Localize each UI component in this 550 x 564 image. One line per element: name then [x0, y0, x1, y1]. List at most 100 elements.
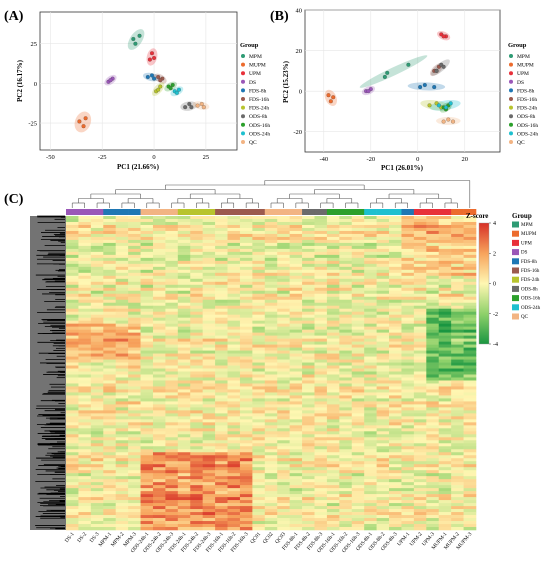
heatmap-cell	[215, 383, 228, 387]
heatmap-cell	[451, 239, 464, 244]
heatmap-cell	[115, 359, 129, 363]
heatmap-cell	[78, 485, 92, 489]
heatmap-cell	[277, 440, 290, 444]
heatmap-cell	[103, 524, 116, 528]
heatmap-cell	[463, 494, 477, 498]
heatmap-cell	[302, 245, 315, 250]
heatmap-cell	[140, 428, 154, 432]
heatmap-cell	[202, 470, 216, 474]
heatmap-cell	[177, 500, 191, 504]
heatmap-cell	[90, 218, 104, 223]
heatmap-cell	[165, 365, 179, 369]
heatmap-cell	[252, 216, 266, 220]
heatmap-cell	[389, 216, 402, 220]
heatmap-cell	[177, 389, 191, 393]
heatmap-cell	[78, 281, 92, 286]
heatmap-cell	[264, 344, 278, 348]
heatmap-cell	[128, 365, 141, 369]
heatmap-cell	[314, 461, 328, 465]
heatmap-cell	[289, 419, 303, 423]
heatmap-cell	[426, 473, 440, 477]
heatmap-cell	[227, 467, 241, 471]
heatmap-cell	[451, 386, 464, 390]
heatmap-cell	[152, 485, 166, 489]
heatmap-cell	[66, 404, 79, 408]
heatmap-cell	[302, 521, 315, 525]
heatmap-cell	[438, 494, 452, 498]
heatmap-cell	[389, 278, 402, 283]
scatter-point-fds-24h	[156, 87, 161, 92]
heatmap-cell	[451, 407, 464, 411]
heatmap-cell	[252, 299, 266, 304]
heatmap-cell	[202, 275, 216, 280]
heatmap-cell	[202, 416, 216, 420]
heatmap-cell	[302, 248, 315, 253]
heatmap-cell	[140, 221, 154, 226]
heatmap-cell	[364, 527, 377, 531]
heatmap-cell	[451, 317, 464, 321]
heatmap-cell	[215, 428, 228, 432]
heatmap-cell	[103, 497, 116, 501]
heatmap-cell	[227, 392, 241, 396]
heatmap-cell	[339, 509, 353, 513]
heatmap-cell	[376, 383, 390, 387]
heatmap-cell	[277, 275, 290, 280]
heatmap-cell	[264, 278, 278, 283]
heatmap-cell	[463, 395, 477, 399]
heatmap-cell	[177, 524, 191, 528]
heatmap-cell	[401, 311, 415, 315]
heatmap-cell	[252, 491, 266, 495]
heatmap-cell	[152, 479, 166, 483]
legend-marker	[241, 62, 245, 67]
heatmap-cell	[289, 446, 303, 450]
heatmap-cell	[463, 216, 477, 220]
heatmap-cell	[78, 464, 92, 468]
heatmap-cell	[451, 227, 464, 232]
heatmap-cell	[227, 236, 241, 241]
heatmap-cell	[227, 317, 241, 321]
heatmap-cell	[239, 371, 253, 375]
legend-swatch	[512, 230, 519, 237]
heatmap-cell	[401, 368, 415, 372]
heatmap-cell	[264, 401, 278, 405]
heatmap-cell	[376, 428, 390, 432]
heatmap-cell	[66, 380, 79, 384]
heatmap-cell	[215, 518, 228, 522]
heatmap-cell	[252, 515, 266, 519]
heatmap-cell	[401, 500, 415, 504]
heatmap-cell	[413, 509, 427, 513]
heatmap-cell	[165, 236, 179, 241]
heatmap-cell	[413, 350, 427, 354]
heatmap-cell	[463, 257, 477, 262]
column-group-cell-upm	[438, 209, 452, 215]
heatmap-cell	[239, 350, 253, 354]
heatmap-cell	[90, 245, 104, 250]
heatmap-cell	[78, 308, 92, 312]
heatmap-cell	[90, 272, 104, 277]
heatmap-cell	[78, 269, 92, 274]
heatmap-cell	[351, 377, 365, 381]
heatmap-cell	[177, 353, 191, 357]
heatmap-cell	[165, 359, 179, 363]
heatmap-cell	[289, 308, 303, 312]
heatmap-cell	[252, 482, 266, 486]
heatmap-cell	[239, 221, 253, 226]
heatmap-cell	[413, 464, 427, 468]
heatmap-cell	[289, 425, 303, 429]
heatmap-cell	[463, 392, 477, 396]
heatmap-cell	[252, 380, 266, 384]
heatmap-cell	[364, 236, 377, 241]
heatmap-cell	[227, 233, 241, 238]
scatter-point-qc	[195, 103, 200, 108]
heatmap-cell	[103, 233, 116, 238]
heatmap-cell	[463, 350, 477, 354]
heatmap-cell	[103, 467, 116, 471]
heatmap-cell	[152, 227, 166, 232]
column-group-cell-fds-16h	[239, 209, 253, 215]
heatmap-cell	[364, 245, 377, 250]
legend-marker	[509, 105, 513, 110]
heatmap-cell	[115, 269, 129, 274]
heatmap-cell	[339, 365, 353, 369]
heatmap-cell	[239, 491, 253, 495]
heatmap-cell	[376, 305, 390, 310]
